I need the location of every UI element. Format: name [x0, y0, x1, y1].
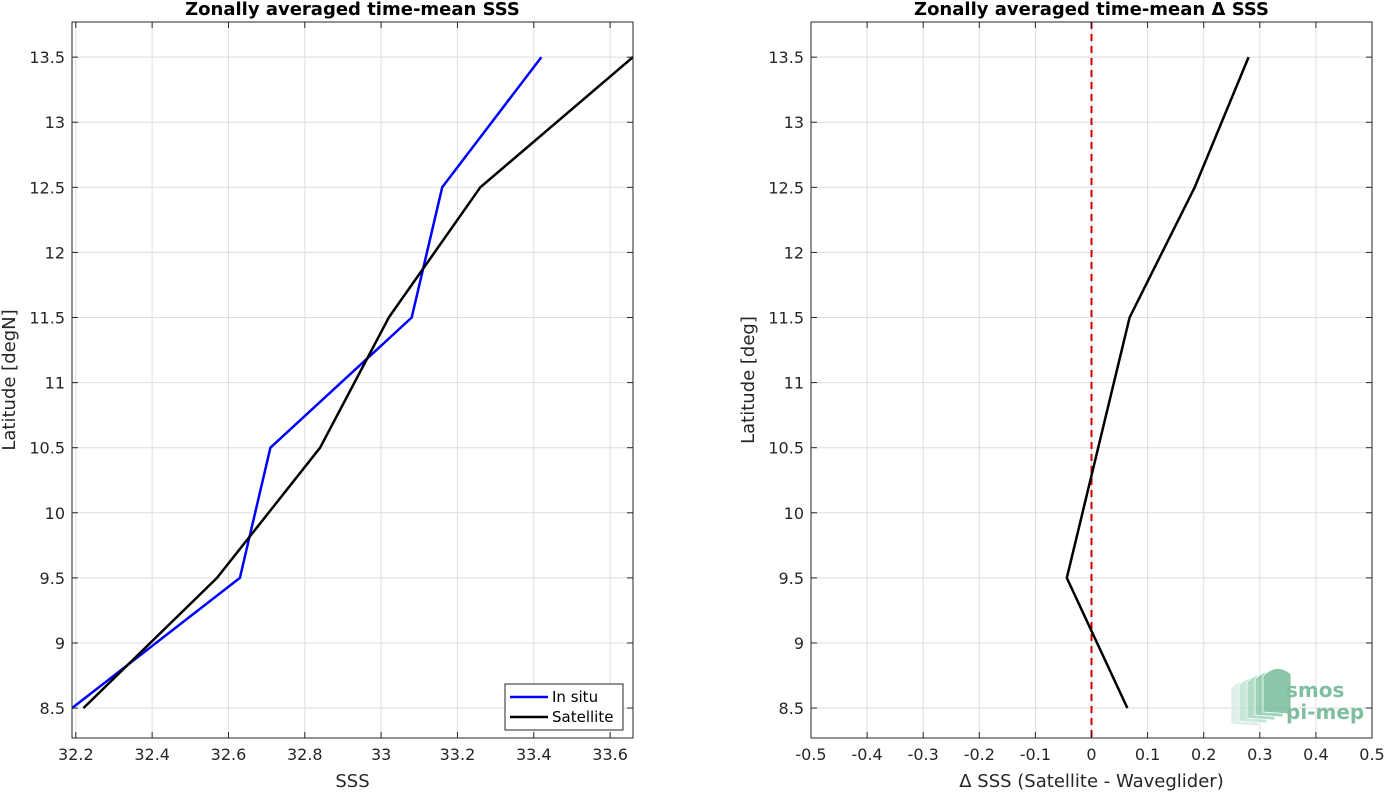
axes-frame	[71, 21, 634, 739]
y-axis-label: Latitude [deg]	[738, 316, 759, 444]
legend-box	[504, 683, 624, 731]
x-axis-label: Δ SSS (Satellite - Waveglider)	[959, 771, 1223, 792]
x-tick-label: -0.2	[964, 745, 995, 764]
logo-wave-layer	[1262, 668, 1292, 715]
x-tick-label: 32.4	[134, 745, 170, 764]
x-tick-label: 0.4	[1303, 745, 1328, 764]
x-tick-label: 33	[371, 745, 391, 764]
logo-text-pi-mep: pi-mep	[1286, 700, 1364, 724]
x-tick-label: 32.2	[58, 745, 94, 764]
y-tick-label: 9	[794, 634, 804, 653]
y-tick-label: 10.5	[768, 439, 804, 458]
y-tick-label: 11	[784, 374, 804, 393]
legend-label: Satellite	[552, 708, 613, 726]
y-axis-label: Latitude [degN]	[0, 309, 20, 450]
x-tick-label: 33.6	[592, 745, 628, 764]
y-tick-label: 13	[45, 113, 65, 132]
x-tick-label: 0.3	[1247, 745, 1272, 764]
logo-wave-graphic	[1230, 668, 1292, 727]
x-tick-label: 33.4	[516, 745, 552, 764]
x-tick-label: -0.3	[908, 745, 939, 764]
chart-title: Zonally averaged time-mean SSS	[185, 0, 520, 20]
x-tick-label: 0.1	[1135, 745, 1160, 764]
y-tick-label: 9.5	[779, 569, 804, 588]
y-tick-label: 12	[784, 243, 804, 262]
x-tick-label: 33.2	[440, 745, 476, 764]
y-tick-label: 12.5	[29, 178, 65, 197]
delta-sss-panel: -0.5 -0.4 -0.3 -0.2 -0.1 0 0.1 0.2 0.3 0.4 0.5 8.5 9…	[738, 0, 1385, 792]
y-tick-label: 11	[45, 374, 65, 393]
x-tick-label: 0.2	[1191, 745, 1216, 764]
y-tick-label: 11.5	[29, 309, 65, 328]
y-tick-label: 12	[45, 243, 65, 262]
delta-sss-line	[1065, 56, 1250, 709]
y-tick-label: 12.5	[768, 178, 804, 197]
y-tick-label: 13.5	[29, 48, 65, 67]
x-axis-label: SSS	[335, 771, 369, 792]
y-tick-label: 11.5	[768, 309, 804, 328]
y-tick-label: 10	[45, 504, 65, 523]
x-tick-label: -0.5	[795, 745, 826, 764]
y-tick-label: 8.5	[779, 699, 804, 718]
sss-panel: 32.2 32.4 32.6 32.8 33 33.2 33.4 33.6 8.5 9 9.5 10 1…	[0, 0, 634, 792]
y-tick-label: 10.5	[29, 439, 65, 458]
x-tick-label: -0.4	[851, 745, 882, 764]
y-tick-label: 10	[784, 504, 804, 523]
x-tick-label: 32.8	[287, 745, 323, 764]
x-tick-label: 0	[1086, 745, 1096, 764]
x-tick-label: 0.5	[1359, 745, 1384, 764]
plot-area	[72, 22, 633, 738]
y-tick-label: 9.5	[40, 569, 65, 588]
logo-text-smos: smos	[1286, 678, 1344, 702]
series-line-in-situ	[71, 56, 543, 710]
y-tick-label: 8.5	[40, 699, 65, 718]
y-tick-label: 13.5	[768, 48, 804, 67]
series-line-satellite	[82, 56, 634, 709]
x-tick-label: -0.1	[1020, 745, 1051, 764]
x-tick-label: 32.6	[211, 745, 247, 764]
y-tick-label: 13	[784, 113, 804, 132]
y-tick-label: 9	[55, 634, 65, 653]
legend-label: In situ	[552, 688, 598, 706]
chart-title: Zonally averaged time-mean Δ SSS	[914, 0, 1269, 20]
